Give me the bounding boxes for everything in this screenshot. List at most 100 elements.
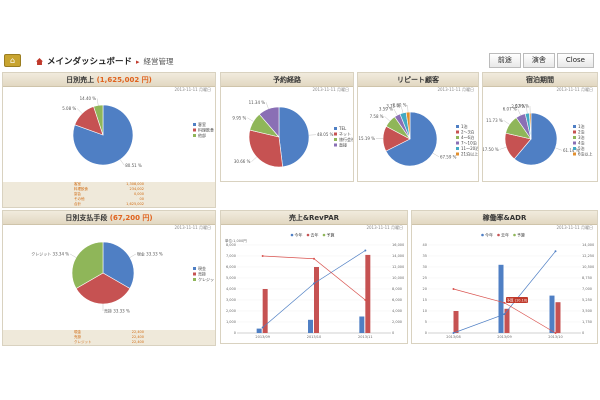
legend-label: 21泊以上: [461, 151, 478, 157]
y-tick-label: 15: [423, 298, 427, 302]
pie-label: 14.40 %: [80, 96, 97, 101]
daily-sales-summary: 客室 1,308,000 料理飲食 234,002 宴会 0,000 その他 00 合計 1,62…: [3, 182, 215, 207]
y-right-tick-label: 0: [582, 331, 584, 335]
pie-label-leader: [129, 253, 136, 258]
legend-swatch: [456, 152, 459, 156]
summary-value: 1,308,000: [126, 182, 144, 186]
stay-period-pie-chart: 61.14 % 17.50 % 11.73 % 6.07 %2.57 %0.99 % 1…: [483, 104, 593, 166]
bar: [498, 264, 504, 333]
legend-label: 旅行会社: [339, 136, 353, 142]
reservation-route-pie-chart: 48.05 % 30.66 % 9.95 % 11.34 % TELネット旅行会社直接: [232, 100, 353, 168]
legend-swatch: [456, 136, 459, 139]
y-tick-label: 0: [234, 331, 236, 335]
prev-button[interactable]: 前途: [488, 53, 521, 68]
pie-label-leader: [555, 147, 563, 151]
summary-key: 客室: [74, 182, 81, 186]
y-tick-label: 4,000: [226, 287, 236, 291]
summary-row: 売掛 22,400: [3, 335, 215, 340]
bar: [453, 311, 459, 333]
legend-label: 去年: [501, 232, 509, 238]
panel-title: 宿泊期間: [483, 73, 597, 87]
y-right-tick-label: 10,500: [582, 265, 594, 269]
legend-swatch: [193, 134, 196, 137]
summary-key: 料理飲食: [74, 187, 88, 191]
home-icon[interactable]: ⌂: [4, 54, 21, 67]
x-tick-label: 2013/11: [358, 335, 373, 339]
y-right-tick-label: 3,500: [582, 309, 592, 313]
panel-title: リピート顧客: [358, 73, 478, 87]
legend-label: TEL: [338, 126, 347, 131]
legend-label: 2泊: [578, 129, 585, 135]
panel-amount: (67,200 円): [109, 214, 153, 222]
legend-swatch: [306, 233, 310, 237]
summary-row: その他 00: [3, 197, 215, 202]
legend-label: 料理飲食: [198, 127, 214, 133]
legend-swatch: [573, 141, 576, 145]
pie-label-leader: [247, 117, 254, 122]
pie-label-leader: [432, 153, 440, 157]
pie-slice: [513, 112, 558, 166]
legend-swatch: [497, 233, 500, 237]
legend-label: 売掛: [198, 271, 206, 277]
pie-label: 67.59 %: [440, 154, 457, 159]
summary-row: 合計 1,625,002: [3, 202, 215, 207]
breadcrumb-subtitle: 経営管理: [143, 57, 174, 66]
y-tick-label: 3,000: [226, 298, 236, 302]
x-tick-label: 2013/10: [307, 335, 322, 339]
legend-label: 5泊: [578, 145, 585, 151]
payment-method-pie-chart: 現金 33.33 % 売掛 33.33 % クレジット 33.34 % 現金売掛クレジ…: [31, 241, 215, 314]
y-tick-label: 1,000: [226, 320, 236, 324]
legend-swatch: [513, 233, 516, 237]
repeat-guest-panel: リピート顧客 2013-11-11 月曜日 67.59 % 15.19 % 7.58…: [357, 72, 479, 182]
pie-label: 7.58 %: [370, 114, 384, 119]
stay-period-panel: 宿泊期間 2013-11-11 月曜日 61.14 % 17.50 % 11.73 …: [482, 72, 598, 182]
x-tick-label: 2013/09: [497, 335, 512, 339]
line-point: [313, 282, 315, 285]
y-tick-label: 5: [425, 320, 427, 324]
close-button[interactable]: Close: [556, 53, 594, 68]
legend-swatch: [573, 152, 576, 156]
exec-button[interactable]: 演舎: [522, 53, 555, 68]
x-tick-label: 2013/10: [548, 335, 563, 339]
pie-label: 5.08 %: [62, 106, 76, 111]
y-right-tick-label: 10,000: [392, 276, 404, 280]
bar: [359, 316, 365, 333]
sales-revpar-panel: 売上&RevPAR 2013-11-11 月曜日 今年 去年 予算 単位:1,000円…: [220, 210, 408, 344]
pie-label: 9.95 %: [232, 115, 246, 120]
legend-label: 3泊: [578, 134, 585, 140]
line-point: [261, 255, 264, 257]
legend-label: 他部: [198, 132, 206, 138]
pie-label-leader: [265, 102, 269, 109]
legend-swatch: [573, 136, 576, 139]
legend-swatch: [456, 147, 459, 150]
legend-swatch: [456, 125, 459, 128]
legend-label: ネット: [339, 131, 351, 137]
legend-swatch: [456, 130, 459, 134]
summary-value: 234,002: [129, 187, 144, 191]
y-tick-label: 8,000: [226, 243, 236, 247]
legend-swatch: [334, 127, 337, 130]
line-point: [554, 332, 557, 334]
pie-label: 3.75 %: [386, 104, 400, 109]
bar: [308, 319, 313, 333]
legend-label: 4泊: [578, 140, 585, 146]
legend-swatch: [193, 272, 196, 276]
page-title: メインダッシュボード ▸ 経営管理: [36, 55, 174, 67]
y-right-tick-label: 6,000: [392, 298, 402, 302]
y-tick-label: 20: [423, 287, 427, 291]
line-point: [452, 332, 455, 334]
legend-label: 4〜6泊: [461, 134, 474, 140]
x-tick-label: 2013/08: [446, 335, 461, 339]
panel-title: 売上&RevPAR: [221, 211, 407, 225]
panel-date: 2013-11-11 月曜日: [174, 87, 211, 92]
line-point: [452, 288, 455, 290]
y-tick-label: 2,000: [226, 309, 236, 313]
legend-label: 予算: [327, 232, 335, 238]
pie-label: 現金 33.33 %: [137, 250, 163, 256]
pie-label-leader: [503, 120, 510, 125]
reservation-route-panel: 予約経路 2013-11-11 月曜日 48.05 % 30.66 % 9.95 %…: [220, 72, 354, 182]
legend-label: 現金: [198, 265, 206, 271]
legend-swatch: [193, 128, 196, 132]
summary-value: 22,400: [131, 340, 144, 344]
